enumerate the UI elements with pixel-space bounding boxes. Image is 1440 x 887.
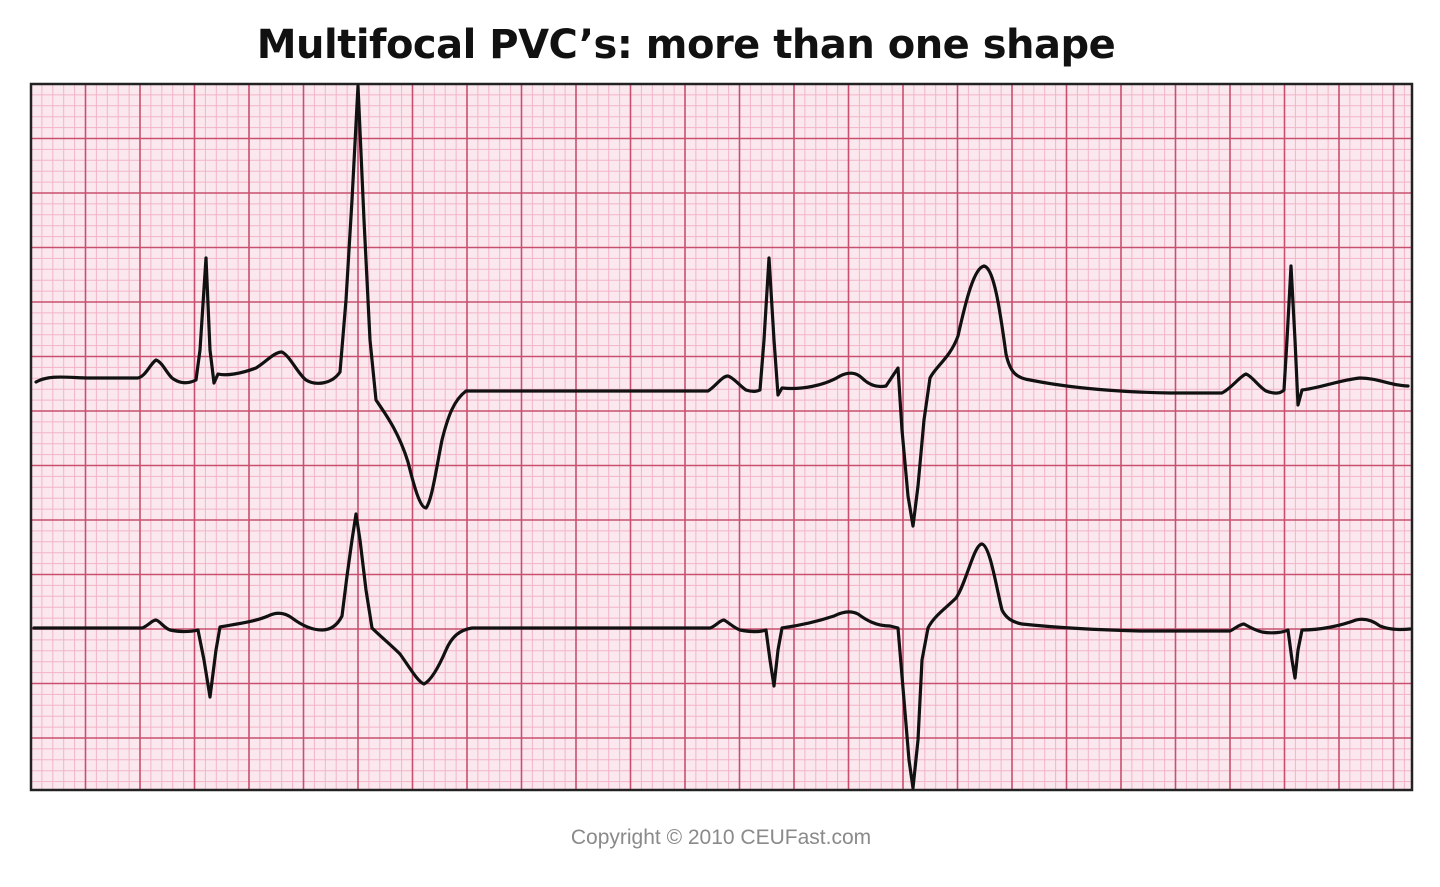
- major-grid: [30, 83, 1412, 790]
- page-title: Multifocal PVC’s: more than one shape: [256, 22, 1116, 68]
- upper-ecg-trace: [34, 84, 1410, 528]
- ecg-border: [29, 82, 1414, 792]
- minor-grid: [31, 84, 1412, 790]
- lower-ecg-trace: [32, 512, 1412, 790]
- copyright-notice: Copyright © 2010 CEUFast.com: [570, 826, 872, 849]
